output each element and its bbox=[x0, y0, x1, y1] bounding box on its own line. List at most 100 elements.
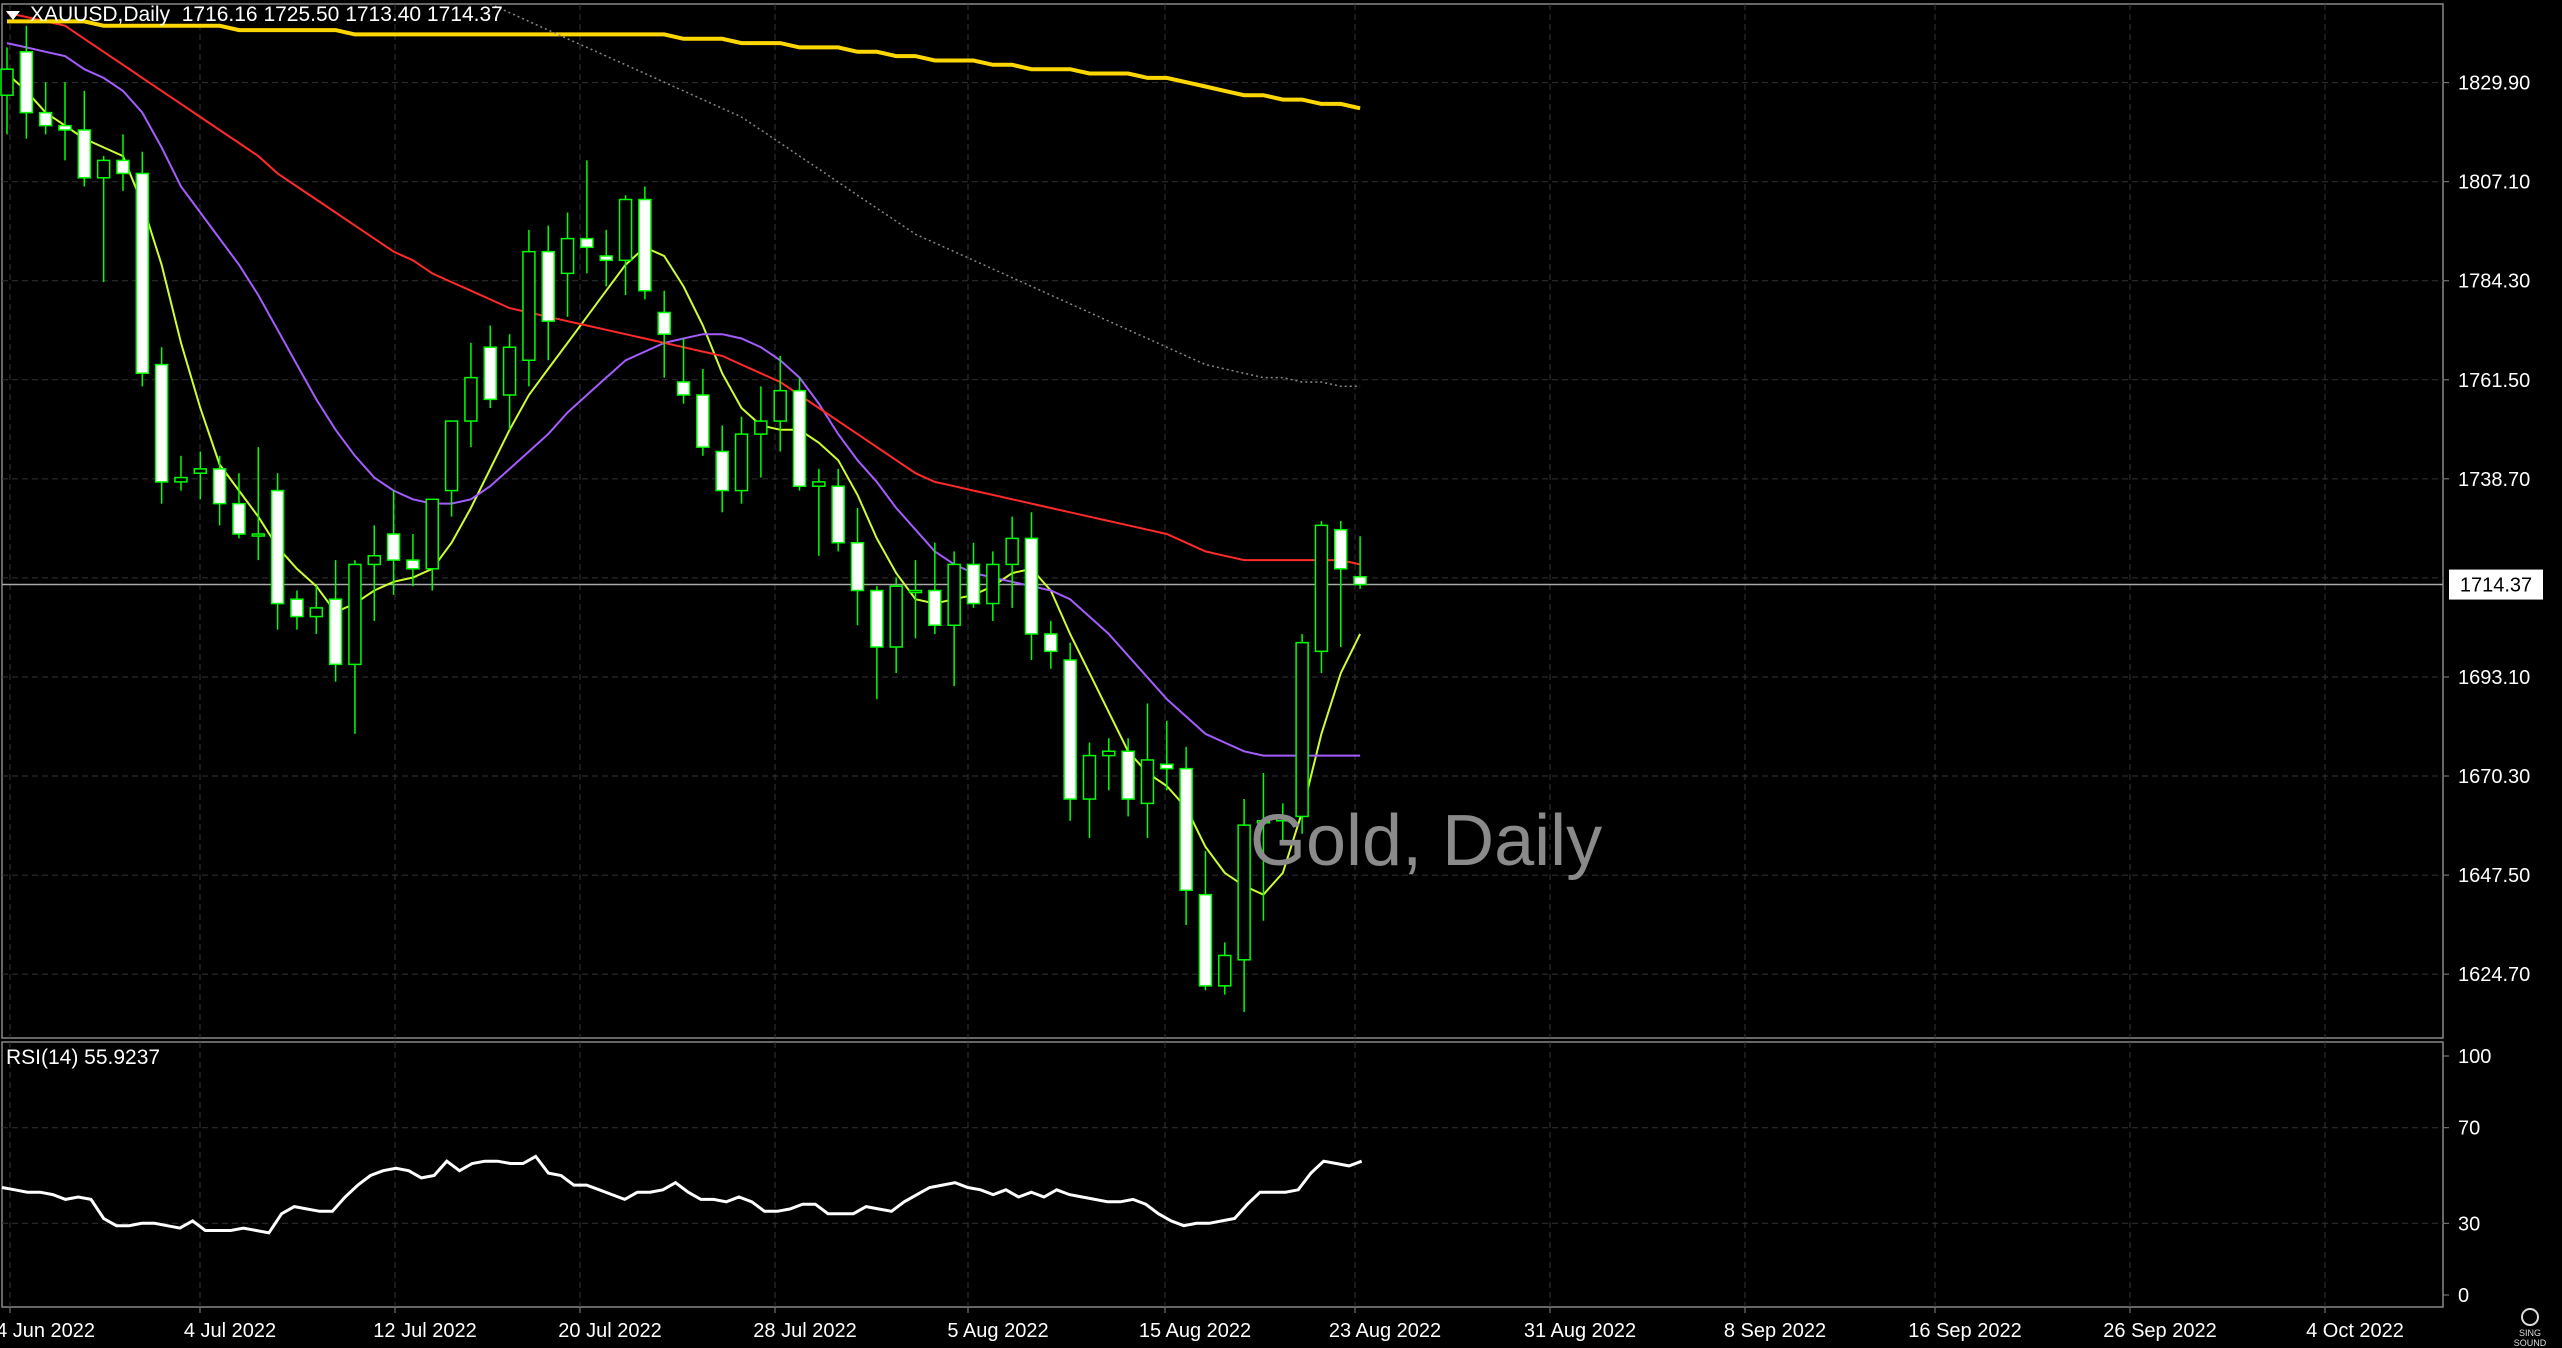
candle-body bbox=[541, 250, 555, 322]
candle-up[interactable] bbox=[1140, 703, 1155, 839]
candle-up[interactable] bbox=[560, 212, 575, 317]
candle-body bbox=[947, 563, 961, 627]
candle-up[interactable] bbox=[1314, 521, 1329, 674]
candle-up[interactable] bbox=[464, 342, 478, 448]
candle-up[interactable] bbox=[908, 560, 923, 639]
candle-down[interactable] bbox=[290, 590, 304, 630]
candle-body bbox=[638, 198, 652, 292]
candle-down[interactable] bbox=[328, 560, 343, 682]
candle-down[interactable] bbox=[58, 82, 72, 161]
candle-down[interactable] bbox=[1334, 521, 1348, 647]
candle-body bbox=[1044, 633, 1058, 653]
candle-up[interactable] bbox=[773, 355, 787, 452]
candle-up[interactable] bbox=[1218, 942, 1232, 995]
candle-up[interactable] bbox=[367, 525, 382, 621]
candle-down[interactable] bbox=[599, 229, 613, 287]
candle-body bbox=[1237, 824, 1251, 961]
candle-body bbox=[1314, 524, 1329, 653]
candle-up[interactable] bbox=[425, 498, 440, 591]
candle-up[interactable] bbox=[812, 468, 826, 556]
candle-up[interactable] bbox=[174, 455, 188, 491]
x-tick-label: 4 Jul 2022 bbox=[184, 1320, 276, 1342]
candle-down[interactable] bbox=[580, 160, 594, 274]
candle-up[interactable] bbox=[1295, 633, 1309, 834]
candle-down[interactable] bbox=[715, 425, 729, 513]
candle-down[interactable] bbox=[676, 338, 691, 404]
candle-up[interactable] bbox=[444, 420, 459, 517]
candle-body bbox=[1198, 893, 1213, 987]
candle-body bbox=[0, 68, 14, 96]
candle-down[interactable] bbox=[270, 473, 285, 630]
candle-down[interactable] bbox=[386, 490, 401, 595]
candle-up[interactable] bbox=[986, 551, 1000, 621]
candle-body bbox=[696, 394, 710, 448]
candle-up[interactable] bbox=[1256, 772, 1271, 921]
candle-up[interactable] bbox=[502, 334, 517, 430]
candle-up[interactable] bbox=[1276, 803, 1290, 843]
candle-body bbox=[1295, 641, 1309, 818]
candle-body bbox=[212, 468, 227, 505]
candle-up[interactable] bbox=[251, 447, 266, 561]
candle-body bbox=[464, 376, 478, 422]
candle-down[interactable] bbox=[1063, 642, 1077, 821]
candle-down[interactable] bbox=[38, 82, 53, 135]
x-tick-label: 31 Aug 2022 bbox=[1524, 1320, 1636, 1342]
rsi-y-tick-label: 0 bbox=[2458, 1285, 2469, 1307]
candle-body bbox=[792, 389, 807, 487]
candle-up[interactable] bbox=[309, 586, 324, 634]
candle-down[interactable] bbox=[928, 542, 942, 634]
candle-down[interactable] bbox=[541, 225, 555, 361]
candle-up[interactable] bbox=[618, 195, 633, 296]
candle-down[interactable] bbox=[792, 377, 807, 491]
candle-body bbox=[135, 172, 150, 375]
candle-down[interactable] bbox=[483, 325, 497, 409]
candle-down[interactable] bbox=[406, 534, 420, 587]
candle-up[interactable] bbox=[889, 577, 903, 674]
candle-down[interactable] bbox=[1179, 746, 1193, 926]
candle-down[interactable] bbox=[966, 542, 981, 608]
candle-down[interactable] bbox=[850, 507, 865, 626]
candle-up[interactable] bbox=[754, 386, 768, 478]
candle-body bbox=[38, 111, 53, 127]
candle-up[interactable] bbox=[522, 229, 536, 387]
candle-down[interactable] bbox=[657, 290, 671, 378]
candle-up[interactable] bbox=[0, 47, 14, 135]
candle-down[interactable] bbox=[1353, 536, 1367, 589]
candle-down[interactable] bbox=[19, 25, 34, 139]
candle-up[interactable] bbox=[1237, 799, 1251, 1012]
candle-down[interactable] bbox=[696, 368, 710, 456]
candle-up[interactable] bbox=[1082, 742, 1097, 839]
candles[interactable] bbox=[0, 25, 1367, 1012]
candle-up[interactable] bbox=[1102, 738, 1116, 791]
candle-up[interactable] bbox=[193, 451, 208, 500]
symbol-header[interactable]: XAUUSD,Daily 1716.16 1725.50 1713.40 171… bbox=[6, 3, 503, 27]
last-price-label: 1714.37 bbox=[2460, 575, 2532, 597]
candle-down[interactable] bbox=[638, 186, 652, 300]
candle-down[interactable] bbox=[212, 455, 227, 526]
y-tick-label: 1829.90 bbox=[2458, 73, 2530, 95]
rsi-y-tick-label: 30 bbox=[2458, 1213, 2480, 1235]
candle-up[interactable] bbox=[947, 551, 961, 687]
candle-down[interactable] bbox=[1121, 738, 1135, 817]
candle-down[interactable] bbox=[77, 90, 92, 187]
candle-down[interactable] bbox=[1044, 620, 1058, 669]
candle-up[interactable] bbox=[1005, 516, 1019, 608]
candle-up[interactable] bbox=[734, 416, 749, 504]
candle-down[interactable] bbox=[154, 347, 169, 504]
y-tick-label: 1670.30 bbox=[2458, 766, 2530, 788]
x-tick-label: 4 Oct 2022 bbox=[2306, 1320, 2404, 1342]
candle-down[interactable] bbox=[135, 151, 150, 387]
candle-down[interactable] bbox=[1024, 512, 1039, 661]
candle-down[interactable] bbox=[1198, 851, 1213, 991]
dropdown-triangle-icon[interactable] bbox=[6, 10, 20, 20]
candle-body bbox=[483, 346, 497, 401]
candle-down[interactable] bbox=[831, 468, 845, 552]
candle-down[interactable] bbox=[1160, 720, 1174, 791]
candle-down[interactable] bbox=[232, 473, 246, 539]
candle-up[interactable] bbox=[348, 560, 362, 734]
x-tick-label: 26 Sep 2022 bbox=[2103, 1320, 2216, 1342]
candle-down[interactable] bbox=[116, 134, 130, 191]
candle-down[interactable] bbox=[870, 586, 884, 700]
candle-up[interactable] bbox=[96, 156, 111, 283]
